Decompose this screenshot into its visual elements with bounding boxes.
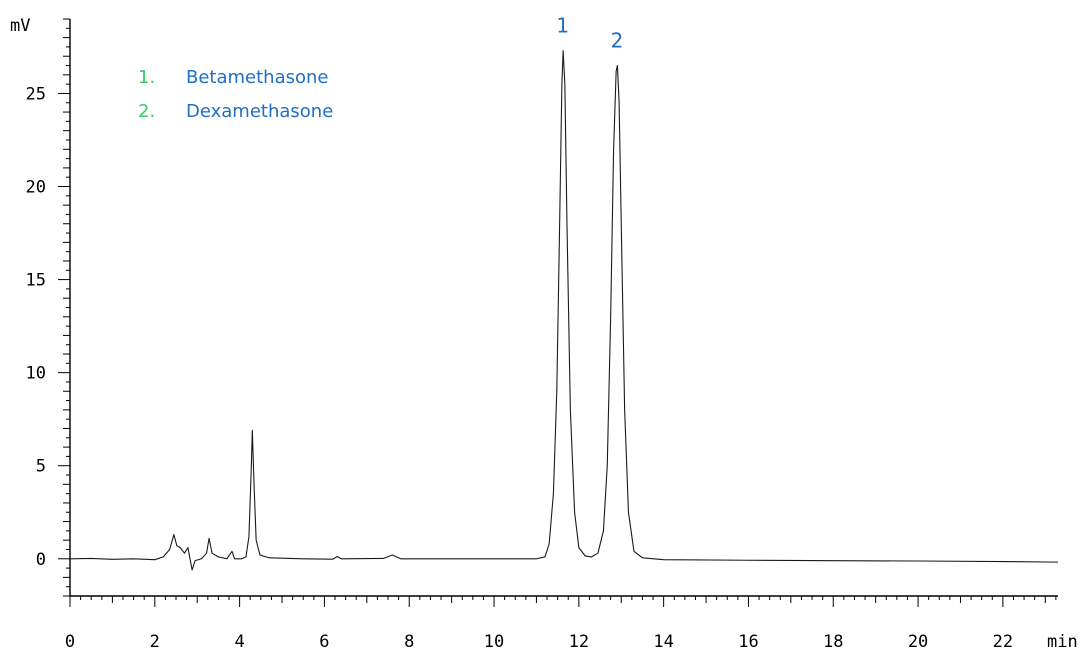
x-tick-label: 16 — [738, 632, 758, 652]
ticks — [58, 18, 1057, 607]
legend: 1. Betamethasone 2. Dexamethasone — [138, 67, 333, 122]
y-tick-label: 20 — [26, 178, 46, 198]
x-tick-label: 18 — [823, 632, 843, 652]
legend-item-name: Dexamethasone — [186, 101, 333, 122]
x-tick-label: 20 — [908, 632, 928, 652]
legend-item-number: 1. — [138, 67, 155, 88]
x-tick-label: 22 — [993, 632, 1013, 652]
x-tick-label: 12 — [569, 632, 589, 652]
y-axis-unit-label: mV — [10, 16, 30, 36]
x-tick-label: 8 — [404, 632, 414, 652]
peak-label: 1 — [556, 14, 569, 38]
x-tick-label: 4 — [234, 632, 244, 652]
x-tick-label: 0 — [65, 632, 75, 652]
x-axis-unit-label: min — [1047, 632, 1078, 652]
x-tick-label: 10 — [484, 632, 504, 652]
y-tick-label: 5 — [36, 457, 46, 477]
x-tick-label: 6 — [319, 632, 329, 652]
peak-labels: 12 — [556, 14, 623, 53]
legend-item-number: 2. — [138, 101, 155, 122]
y-tick-label: 25 — [26, 84, 46, 104]
x-tick-label: 14 — [653, 632, 673, 652]
y-tick-label: 0 — [36, 550, 46, 570]
peak-label: 2 — [611, 29, 624, 53]
y-tick-label: 15 — [26, 271, 46, 291]
x-tick-label: 2 — [150, 632, 160, 652]
chromatogram-trace — [69, 50, 1059, 571]
tick-labels: 0 2 4 6 8 10 12 14 16 18 20 22 0 5 10 15 20 25 — [26, 84, 1014, 652]
legend-item-name: Betamethasone — [186, 67, 329, 88]
y-tick-label: 10 — [26, 364, 46, 384]
